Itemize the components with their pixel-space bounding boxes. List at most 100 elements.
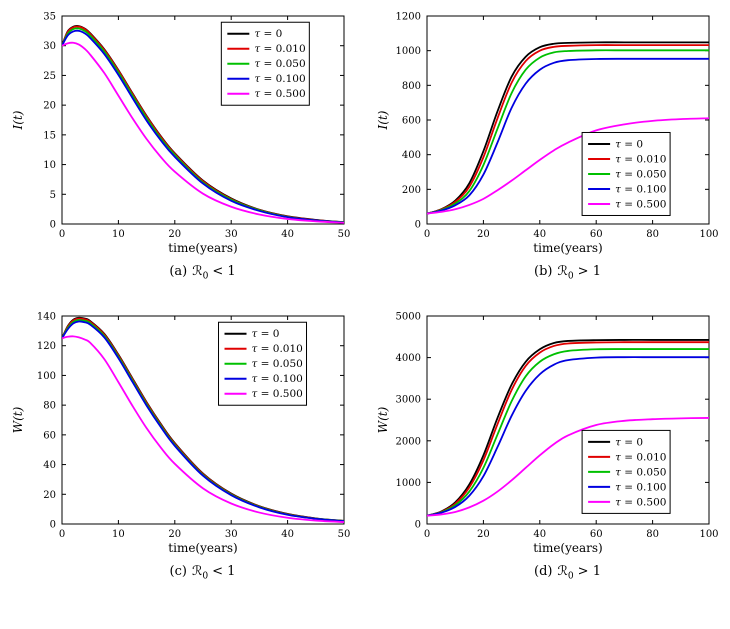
caption-a-r0-symbol: ℛ	[192, 264, 203, 279]
caption-d-r0-sub: 0	[567, 571, 574, 582]
y-tick-label: 400	[401, 150, 420, 161]
legend-entry-label: τ = 0	[254, 28, 282, 40]
legend-entry-label: τ = 0	[615, 138, 643, 150]
y-axis-label: W(t)	[11, 406, 25, 433]
x-tick-label: 30	[224, 229, 237, 240]
legend-entry-label: τ = 0.050	[251, 358, 302, 370]
y-tick-label: 1000	[395, 477, 420, 488]
y-tick-label: 10	[43, 160, 56, 171]
caption-b-label: (b)	[534, 264, 553, 279]
legend-entry-label: τ = 0.010	[254, 43, 305, 55]
y-tick-label: 1000	[395, 46, 420, 57]
legend-entry-label: τ = 0.500	[251, 388, 302, 400]
y-axis-label: W(t)	[376, 406, 390, 433]
chart-b: 0 20 40 60 80 100 0 200 400 600 800 1000 1200 time(ye…	[373, 4, 723, 260]
x-tick-label: 80	[646, 529, 659, 540]
y-tick-label: 1200	[395, 12, 420, 23]
y-tick-label: 100	[36, 371, 55, 382]
y-tick-label: 80	[43, 400, 56, 411]
y-tick-label: 35	[43, 12, 56, 23]
y-tick-label: 120	[36, 341, 55, 352]
x-axis-label: time(years)	[168, 241, 237, 255]
caption-c: (c) ℛ0 < 1	[48, 564, 358, 582]
caption-a: (a) ℛ0 < 1	[48, 264, 358, 282]
series-line	[426, 117, 709, 215]
series-line	[61, 320, 344, 522]
legend-entry-label: τ = 0	[615, 436, 643, 448]
caption-c-r0-sub: 0	[202, 571, 209, 582]
caption-b-relation: > 1	[577, 264, 601, 279]
x-tick-label: 40	[281, 229, 294, 240]
y-tick-label: 20	[43, 489, 56, 500]
plot-d: 0 20 40 60 80 100010002000300040005000time(ye…	[376, 311, 719, 555]
caption-a-relation: < 1	[212, 264, 236, 279]
series-line	[426, 355, 709, 517]
y-tick-label: 5000	[395, 311, 420, 322]
y-tick-label: 0	[414, 220, 420, 231]
legend-entry-label: τ = 0.100	[615, 481, 666, 493]
x-tick-label: 40	[533, 229, 546, 240]
x-tick-label: 0	[423, 229, 429, 240]
x-axis-label: time(years)	[533, 541, 602, 555]
x-tick-label: 10	[112, 529, 125, 540]
series-line	[426, 41, 709, 215]
legend-entry-label: τ = 0.500	[254, 88, 305, 100]
subplot-c: 0 10 20 30 40 50 0 20 40 60 80 100 120 140 time(years)…	[0, 304, 365, 582]
y-tick-label: 0	[49, 519, 55, 530]
subplot-b: 0 20 40 60 80 100 0 200 400 600 800 1000 1200 time(ye…	[365, 4, 730, 282]
legend-entry-label: τ = 0.100	[254, 73, 305, 85]
y-tick-label: 2000	[395, 436, 420, 447]
legend-entry-label: τ = 0.050	[254, 58, 305, 70]
legend-entry-label: τ = 0.100	[615, 183, 666, 195]
x-axis-label: time(years)	[533, 241, 602, 255]
x-tick-label: 40	[281, 529, 294, 540]
legend-entry-label: τ = 0	[251, 328, 279, 340]
x-tick-label: 0	[58, 529, 64, 540]
legend-entry-label: τ = 0.500	[615, 496, 666, 508]
series-line	[61, 335, 344, 523]
x-tick-label: 100	[699, 229, 718, 240]
x-tick-label: 50	[337, 229, 350, 240]
plot-c: 0 10 20 30 40 50 0 20 40 60 80 100 120 140 time(years)…	[11, 311, 350, 555]
caption-d-r0-symbol: ℛ	[557, 563, 568, 579]
y-axis-label: I(t)	[376, 110, 390, 130]
caption-c-relation: < 1	[212, 563, 236, 579]
legend-entry-label: τ = 0.050	[615, 168, 666, 180]
x-tick-label: 0	[58, 229, 64, 240]
y-tick-label: 600	[401, 116, 420, 127]
series-line	[61, 41, 344, 224]
x-tick-label: 20	[477, 529, 490, 540]
x-tick-label: 40	[533, 529, 546, 540]
caption-c-label: (c)	[169, 563, 187, 579]
figure-grid: 0 10 20 30 40 50 0 5 10 15 20 25 30 35 time(years) I(t)…	[0, 4, 730, 582]
caption-d-relation: > 1	[577, 563, 601, 579]
y-tick-label: 30	[43, 41, 56, 52]
plot-a: 0 10 20 30 40 50 0 5 10 15 20 25 30 35 time(years) I(t)…	[11, 12, 350, 256]
x-tick-label: 30	[224, 529, 237, 540]
series-line	[426, 49, 709, 215]
caption-b-r0-symbol: ℛ	[557, 264, 568, 279]
x-tick-label: 50	[337, 529, 350, 540]
legend-entry-label: τ = 0.010	[251, 343, 302, 355]
y-tick-label: 20	[43, 101, 56, 112]
caption-c-r0-symbol: ℛ	[191, 563, 203, 579]
chart-c: 0 10 20 30 40 50 0 20 40 60 80 100 120 140 time(years)…	[8, 304, 358, 560]
series-line	[426, 416, 709, 517]
caption-b: (b) ℛ0 > 1	[413, 264, 723, 282]
legend-entry-label: τ = 0.010	[615, 451, 666, 463]
legend-entry-label: τ = 0.010	[615, 153, 666, 165]
series-line	[61, 29, 344, 224]
caption-d-label: (d)	[534, 563, 553, 579]
chart-d: 0 20 40 60 80 100 0 1000 2000 3000 4000 5000 time(ye…	[373, 304, 723, 560]
x-tick-label: 60	[589, 229, 602, 240]
y-axis-label: I(t)	[11, 110, 25, 130]
series-line	[426, 57, 709, 215]
y-tick-label: 800	[401, 81, 420, 92]
y-tick-label: 40	[43, 460, 56, 471]
x-tick-label: 20	[477, 229, 490, 240]
chart-a: 0 10 20 30 40 50 0 5 10 15 20 25 30 35 time(years) I(t)…	[8, 4, 358, 260]
y-tick-label: 5	[49, 190, 55, 201]
subplot-a: 0 10 20 30 40 50 0 5 10 15 20 25 30 35 time(years) I(t)…	[0, 4, 365, 282]
legend-entry-label: τ = 0.100	[251, 373, 302, 385]
x-tick-label: 60	[589, 529, 602, 540]
